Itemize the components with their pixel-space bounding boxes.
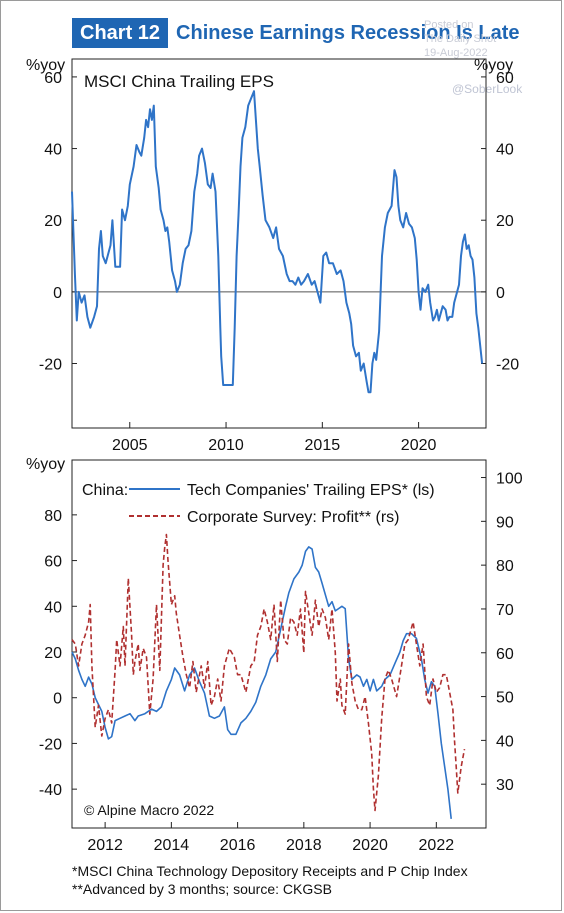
survey-profit-line [71,533,466,812]
x-tick-label: 2010 [208,437,244,454]
panel-title: MSCI China Trailing EPS [84,72,274,91]
plot-area-top [71,58,487,429]
y-tick-label-left: 40 [44,599,62,616]
y-tick-label-right: 40 [496,733,514,750]
y-unit-left: %yoy [26,57,65,74]
eps-line [71,90,484,394]
y-tick-label-left: -20 [39,736,62,753]
y-tick-label-right: 30 [496,777,514,794]
y-tick-label-left: 20 [44,213,62,230]
watermark-line: Posted on [424,19,474,31]
plot-area-bottom [71,459,487,829]
chart-header: Chart 12 Chinese Earnings Recession Is L… [72,17,520,49]
x-tick-label: 2005 [112,437,148,454]
x-tick-label: 2020 [352,837,388,854]
x-tick-label: 2012 [87,837,123,854]
footnote-tech: *MSCI China Technology Depository Receip… [72,863,468,879]
watermark-line: 19-Aug-2022 [424,47,488,59]
footnote-survey: **Advanced by 3 months; source: CKGSB [72,881,332,897]
y-tick-label-right: 60 [496,646,514,663]
y-tick-label-left: 20 [44,645,62,662]
y-tick-label-left: 0 [53,691,62,708]
y-tick-label-right: 50 [496,690,514,707]
y-tick-label-right: 0 [496,285,505,302]
y-tick-label-left: 60 [44,70,62,87]
y-tick-label-right: 80 [496,558,514,575]
y-unit-left: %yoy [26,456,65,473]
watermark: Posted on The Daily Shot 19-Aug-2022 [424,18,496,60]
legend-label-tech: Tech Companies' Trailing EPS* (ls) [187,482,435,499]
x-tick-label: 2016 [220,837,256,854]
y-tick-label-right: 70 [496,602,514,619]
x-tick-label: 2018 [286,837,322,854]
legend-label-survey: Corporate Survey: Profit** (rs) [187,509,400,526]
chart-title: Chinese Earnings Recession Is Late [176,21,520,44]
chart-number-badge: Chart 12 [72,18,169,48]
x-tick-label: 2020 [401,437,437,454]
copyright-note: © Alpine Macro 2022 [84,802,214,818]
watermark-line: The Daily Shot [424,33,497,45]
y-tick-label-left: 40 [44,142,62,159]
x-tick-label: 2022 [419,837,455,854]
y-tick-label-left: -40 [39,782,62,799]
y-tick-label-left: -20 [39,357,62,374]
watermark-handle: @SoberLook [452,82,523,96]
y-tick-label-left: 60 [44,554,62,571]
y-tick-label-right: 20 [496,213,514,230]
y-tick-label-left: 80 [44,508,62,525]
footnotes: *MSCI China Technology Depository Receip… [72,862,468,898]
y-tick-label-right: 60 [496,70,514,87]
y-unit-right: %yoy [474,57,513,74]
x-tick-label: 2015 [305,437,341,454]
y-tick-label-right: 40 [496,142,514,159]
x-tick-label: 2014 [154,837,190,854]
y-tick-label-right: 100 [496,471,523,488]
legend-prefix: China: [82,482,128,499]
y-tick-label-right: 90 [496,514,514,531]
y-tick-label-left: 0 [53,285,62,302]
y-tick-label-right: -20 [496,357,519,374]
tech-eps-line [71,546,452,819]
